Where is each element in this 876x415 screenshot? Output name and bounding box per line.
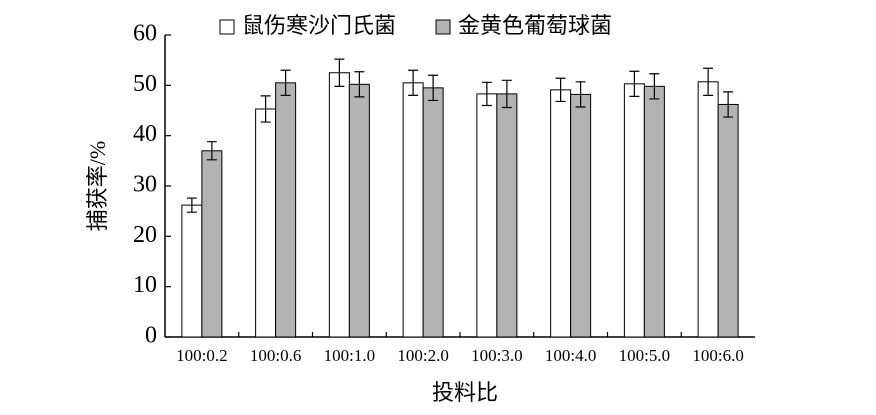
error-bar xyxy=(206,141,217,161)
error-bar xyxy=(703,67,714,96)
bar xyxy=(697,81,719,338)
x-axis-label: 投料比 xyxy=(432,380,498,405)
x-tick-label: 100:4.0 xyxy=(545,346,596,365)
y-tick-label: 30 xyxy=(133,172,157,198)
x-tick-label: 100:0.6 xyxy=(250,346,301,365)
bar xyxy=(643,85,665,338)
x-tick-label: 100:0.2 xyxy=(176,346,227,365)
y-axis-label: 捕获率/% xyxy=(85,141,110,231)
error-bar xyxy=(555,77,566,103)
y-tick-label: 20 xyxy=(133,222,157,248)
error-bar xyxy=(723,91,734,118)
legend-swatch xyxy=(435,19,451,35)
error-bar xyxy=(575,81,586,108)
error-bar xyxy=(354,71,365,98)
bar xyxy=(623,83,645,338)
bar xyxy=(275,82,297,338)
legend-swatch xyxy=(219,19,235,35)
x-tick-label: 100:2.0 xyxy=(397,346,448,365)
bar xyxy=(422,87,444,338)
bar xyxy=(255,108,277,338)
error-bar xyxy=(629,70,640,98)
error-bar xyxy=(428,74,439,102)
y-tick-label: 0 xyxy=(145,323,157,349)
x-tick-label: 100:6.0 xyxy=(692,346,743,365)
error-bar xyxy=(501,79,512,109)
error-bar xyxy=(481,81,492,107)
error-bar xyxy=(186,197,197,213)
bar xyxy=(181,204,203,338)
bar xyxy=(328,72,350,338)
x-tick-label: 100:3.0 xyxy=(471,346,522,365)
error-bar xyxy=(260,95,271,123)
bar xyxy=(570,93,592,338)
error-bar xyxy=(334,58,345,87)
bar xyxy=(402,82,424,338)
x-tick-label: 100:1.0 xyxy=(324,346,375,365)
bar xyxy=(201,150,223,338)
bar xyxy=(348,83,370,338)
bar xyxy=(550,89,572,338)
x-tick-label: 100:5.0 xyxy=(619,346,670,365)
error-bar xyxy=(408,69,419,96)
y-tick-label: 50 xyxy=(133,71,157,97)
bar xyxy=(476,93,498,338)
error-bar xyxy=(280,69,291,96)
legend-label: 金黄色葡萄球菌 xyxy=(458,13,612,38)
error-bar xyxy=(649,73,660,100)
y-tick-label: 10 xyxy=(133,272,157,298)
bar xyxy=(496,93,518,338)
legend-label: 鼠伤寒沙门氏菌 xyxy=(242,13,396,38)
y-tick-label: 40 xyxy=(133,121,157,147)
bar xyxy=(717,103,739,338)
y-tick-label: 60 xyxy=(133,21,157,47)
